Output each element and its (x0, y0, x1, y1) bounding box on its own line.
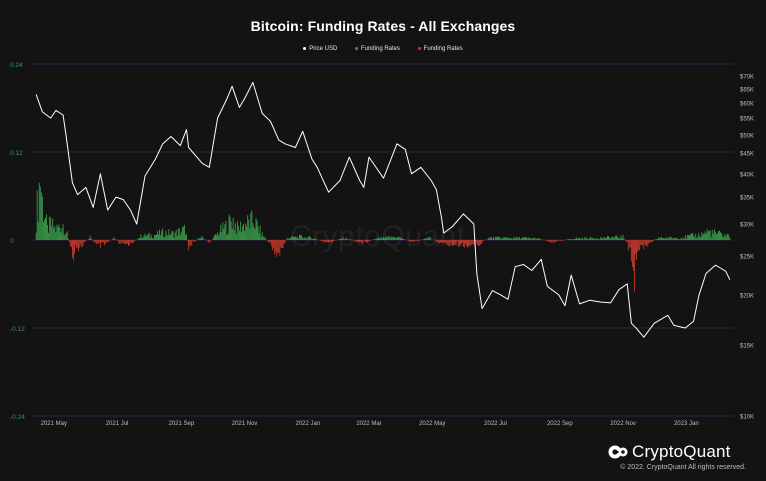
x-tick-label: 2022 Nov (610, 421, 636, 427)
legend-label: Funding Rates (360, 46, 400, 52)
price-line (35, 81, 731, 338)
cryptoquant-logo-icon (608, 445, 628, 459)
brand-name: CryptoQuant (632, 442, 731, 461)
legend-item-funding-positive[interactable]: Funding Rates (354, 46, 400, 52)
legend-dot (354, 46, 358, 50)
right-tick-label: $20K (740, 293, 754, 299)
left-tick-label: 0.12 (10, 150, 23, 157)
legend-item-price[interactable]: Price USD (303, 46, 337, 52)
x-tick-label: 2021 Nov (232, 421, 258, 427)
right-tick-label: $25K (740, 254, 754, 260)
right-tick-label: $50K (740, 133, 754, 139)
left-tick-label: 0.24 (10, 62, 23, 69)
x-axis: 2021 May 2021 Jul 2021 Sep 2021 Nov 2022 Jan… (41, 421, 699, 427)
left-tick-label: 0 (10, 238, 14, 245)
right-tick-label: $10K (740, 415, 754, 421)
x-tick-label: 2021 Jul (106, 421, 129, 427)
legend-dot (303, 46, 307, 50)
left-axis: 0.24 0.12 0 -0.12 -0.24 (10, 62, 25, 421)
left-tick-label: -0.12 (10, 326, 25, 333)
brand-logo: CryptoQuant (608, 441, 731, 463)
x-tick-label: 2022 Jul (484, 421, 507, 427)
chart-title: Bitcoin: Funding Rates - All Exchanges (250, 18, 516, 34)
x-tick-label: 2023 Jan (674, 421, 699, 427)
funding-rate-bars (35, 182, 731, 292)
right-tick-label: $40K (740, 172, 754, 178)
copyright-notice: © 2022. CryptoQuant All rights reserved. (620, 464, 746, 471)
legend-label: Price USD (309, 46, 338, 52)
x-tick-label: 2021 May (41, 421, 67, 427)
x-tick-label: 2021 Sep (168, 421, 194, 427)
right-tick-label: $45K (740, 152, 754, 158)
right-tick-label: $55K (740, 117, 754, 123)
right-tick-label: $70K (740, 75, 754, 81)
right-tick-label: $15K (740, 344, 754, 350)
right-tick-label: $65K (740, 87, 754, 93)
watermark: CryptoQuant (290, 220, 466, 253)
right-tick-label: $60K (740, 101, 754, 107)
price-series-line (35, 81, 731, 338)
x-tick-label: 2022 May (419, 421, 445, 427)
legend-dot (417, 46, 421, 50)
right-tick-label: $30K (740, 223, 754, 229)
x-tick-label: 2022 Mar (356, 421, 381, 427)
left-tick-label: -0.24 (10, 414, 25, 421)
x-tick-label: 2022 Sep (547, 421, 573, 427)
x-tick-label: 2022 Jan (295, 421, 320, 427)
legend-item-funding-negative[interactable]: Funding Rates (417, 46, 463, 52)
legend-label: Funding Rates (423, 46, 463, 52)
right-tick-label: $35K (740, 196, 754, 202)
right-axis: $70K $65K $60K $55K $50K $45K $40K $35K $30K $25K… (740, 75, 754, 421)
legend: Price USD Funding Rates Funding Rates (0, 46, 766, 52)
